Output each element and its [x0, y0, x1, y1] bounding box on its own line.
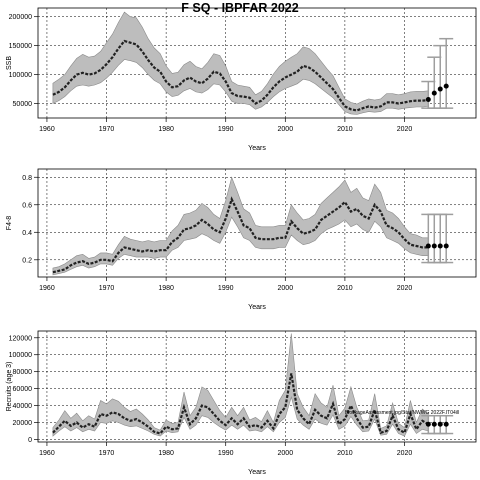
ssb-y-tick-label: 150000 — [9, 43, 32, 50]
ssb-x-tick-label: 1970 — [99, 126, 115, 133]
f-median-line — [52, 196, 429, 274]
recruits-projection-point — [431, 421, 437, 427]
recruits-x-tick-label: 2020 — [397, 450, 413, 457]
recruits-median-line — [52, 373, 429, 435]
f-y-axis-label: F4-8 — [6, 216, 13, 231]
ssb-y-tick-label: 100000 — [9, 72, 32, 79]
recruits-y-tick-label: 100000 — [9, 352, 32, 359]
ssb-median-line — [52, 39, 429, 112]
recruits-x-axis-label: Years — [248, 469, 266, 476]
ssb-plot-frame — [37, 7, 477, 119]
f-projection-point — [431, 243, 437, 249]
ssb-x-tick-label: 1990 — [218, 126, 234, 133]
recruits-projection-point — [437, 421, 443, 427]
recruits-annotation: BlockageAssessment.jpg/Stat/NWWG 2022F.I… — [345, 410, 459, 416]
f-x-tick-label: 1960 — [39, 285, 55, 292]
recruits-y-axis-label: Recruits (age 3) — [6, 362, 13, 412]
recruits-y-tick-label: 120000 — [9, 335, 32, 342]
f-x-tick-label: 2000 — [278, 285, 294, 292]
recruits-x-tick-label: 2010 — [337, 450, 353, 457]
recruits-projection-point — [425, 421, 431, 427]
f-projection-point — [425, 243, 431, 249]
recruits-y-tick-label: 0 — [28, 437, 32, 444]
f-projection-point — [437, 243, 443, 249]
f-x-tick-label: 1980 — [158, 285, 174, 292]
ssb-y-tick-label: 50000 — [13, 101, 33, 108]
f-plot-frame — [37, 168, 477, 278]
ssb-projection-point — [443, 83, 449, 89]
ssb-panel: 1960 1970 1980 1990 2000 2010 2020 50000 100000 1… — [6, 7, 477, 152]
recruits-projection-point — [443, 421, 449, 427]
recruits-x-tick-label: 2000 — [278, 450, 294, 457]
ssb-confidence-band — [52, 11, 429, 115]
f-x-axis-label: Years — [248, 304, 266, 311]
recruits-x-tick-label: 1960 — [39, 450, 55, 457]
ssb-y-tick-label: 200000 — [9, 14, 32, 21]
f-y-tick-label: 0.2 — [22, 257, 32, 264]
recruits-plot-frame — [37, 330, 477, 443]
recruits-x-tick-label: 1990 — [218, 450, 234, 457]
f-x-tick-label: 1970 — [99, 285, 115, 292]
ssb-projection-point — [425, 96, 431, 102]
recruits-y-tick-label: 60000 — [13, 386, 33, 393]
ssb-projection-point — [437, 86, 443, 92]
recruits-panel: 1960 1970 1980 1990 2000 2010 2020 0 20000 40000 6… — [6, 330, 477, 476]
f-x-tick-label: 1990 — [218, 285, 234, 292]
f-projection-point — [443, 243, 449, 249]
fishing-mortality-panel: 1960 1970 1980 1990 2000 2010 2020 0.2 0.4 0.6 0.8… — [6, 168, 477, 311]
ssb-projection-point — [431, 90, 437, 96]
recruits-x-tick-label: 1970 — [99, 450, 115, 457]
ssb-x-tick-label: 2020 — [397, 126, 413, 133]
f-y-tick-label: 0.4 — [22, 230, 32, 237]
recruits-y-tick-label: 20000 — [13, 420, 33, 427]
ssb-x-tick-label: 2010 — [337, 126, 353, 133]
recruits-x-tick-label: 1980 — [158, 450, 174, 457]
ssb-x-tick-label: 1960 — [39, 126, 55, 133]
ssb-x-tick-label: 1980 — [158, 126, 174, 133]
recruits-y-tick-label: 80000 — [13, 369, 33, 376]
f-y-tick-label: 0.6 — [22, 202, 32, 209]
ssb-x-tick-label: 2000 — [278, 126, 294, 133]
ssb-x-axis-label: Years — [248, 145, 266, 152]
f-x-tick-label: 2020 — [397, 285, 413, 292]
f-y-tick-label: 0.8 — [22, 175, 32, 182]
ssb-y-axis-label: SSB — [6, 56, 13, 70]
f-x-tick-label: 2010 — [337, 285, 353, 292]
recruits-y-tick-label: 40000 — [13, 403, 33, 410]
